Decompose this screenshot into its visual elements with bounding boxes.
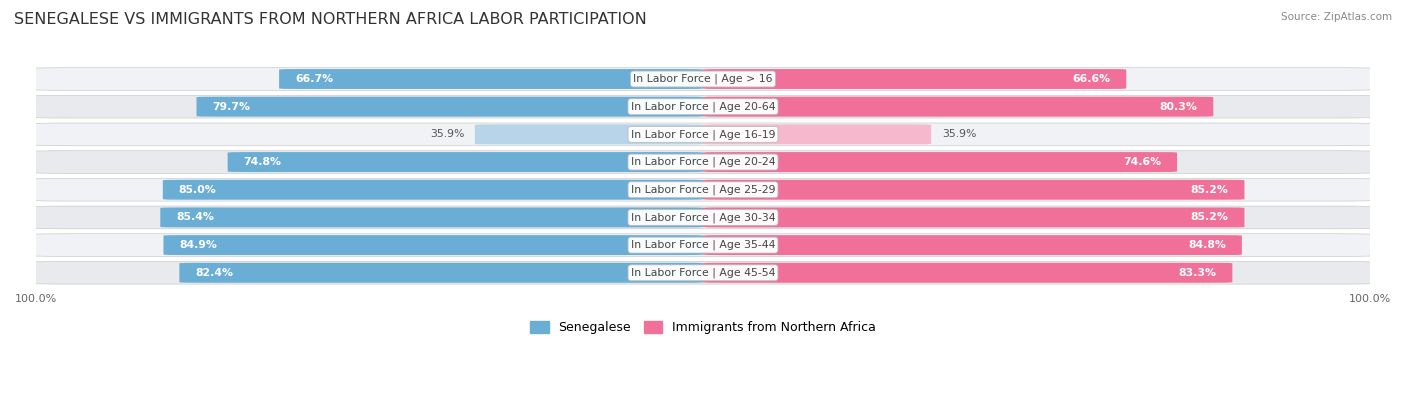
FancyBboxPatch shape: [703, 263, 1233, 283]
Text: 35.9%: 35.9%: [430, 130, 464, 139]
Text: In Labor Force | Age 30-34: In Labor Force | Age 30-34: [631, 212, 775, 223]
FancyBboxPatch shape: [30, 151, 1376, 173]
FancyBboxPatch shape: [30, 123, 1376, 146]
Text: In Labor Force | Age 25-29: In Labor Force | Age 25-29: [631, 184, 775, 195]
Text: 79.7%: 79.7%: [212, 102, 250, 112]
FancyBboxPatch shape: [30, 234, 1376, 256]
FancyBboxPatch shape: [160, 207, 703, 228]
FancyBboxPatch shape: [280, 69, 703, 89]
FancyBboxPatch shape: [703, 207, 1244, 228]
Legend: Senegalese, Immigrants from Northern Africa: Senegalese, Immigrants from Northern Afr…: [524, 316, 882, 339]
FancyBboxPatch shape: [163, 235, 703, 255]
Text: 85.4%: 85.4%: [176, 213, 214, 222]
Text: 74.8%: 74.8%: [243, 157, 281, 167]
FancyBboxPatch shape: [197, 97, 703, 117]
Text: 74.6%: 74.6%: [1123, 157, 1161, 167]
FancyBboxPatch shape: [163, 180, 703, 200]
FancyBboxPatch shape: [703, 124, 931, 144]
FancyBboxPatch shape: [30, 261, 1376, 284]
FancyBboxPatch shape: [30, 95, 1376, 118]
Text: In Labor Force | Age 35-44: In Labor Force | Age 35-44: [631, 240, 775, 250]
FancyBboxPatch shape: [30, 68, 1376, 90]
Text: 83.3%: 83.3%: [1178, 268, 1216, 278]
Text: SENEGALESE VS IMMIGRANTS FROM NORTHERN AFRICA LABOR PARTICIPATION: SENEGALESE VS IMMIGRANTS FROM NORTHERN A…: [14, 12, 647, 27]
Text: 80.3%: 80.3%: [1160, 102, 1198, 112]
Text: Source: ZipAtlas.com: Source: ZipAtlas.com: [1281, 12, 1392, 22]
Text: In Labor Force | Age > 16: In Labor Force | Age > 16: [633, 74, 773, 84]
FancyBboxPatch shape: [703, 152, 1177, 172]
FancyBboxPatch shape: [475, 124, 703, 144]
Text: In Labor Force | Age 16-19: In Labor Force | Age 16-19: [631, 129, 775, 139]
Text: 85.2%: 85.2%: [1191, 213, 1229, 222]
FancyBboxPatch shape: [703, 235, 1241, 255]
FancyBboxPatch shape: [180, 263, 703, 283]
Text: In Labor Force | Age 45-54: In Labor Force | Age 45-54: [631, 267, 775, 278]
Text: 84.8%: 84.8%: [1188, 240, 1226, 250]
Text: 84.9%: 84.9%: [180, 240, 218, 250]
Text: 35.9%: 35.9%: [942, 130, 976, 139]
Text: 66.7%: 66.7%: [295, 74, 333, 84]
Text: In Labor Force | Age 20-64: In Labor Force | Age 20-64: [631, 102, 775, 112]
FancyBboxPatch shape: [703, 180, 1244, 200]
Text: 66.6%: 66.6%: [1073, 74, 1111, 84]
FancyBboxPatch shape: [703, 97, 1213, 117]
FancyBboxPatch shape: [228, 152, 703, 172]
Text: 85.0%: 85.0%: [179, 185, 217, 195]
Text: In Labor Force | Age 20-24: In Labor Force | Age 20-24: [631, 157, 775, 167]
FancyBboxPatch shape: [30, 206, 1376, 229]
FancyBboxPatch shape: [30, 179, 1376, 201]
Text: 85.2%: 85.2%: [1191, 185, 1229, 195]
Text: 82.4%: 82.4%: [195, 268, 233, 278]
FancyBboxPatch shape: [703, 69, 1126, 89]
